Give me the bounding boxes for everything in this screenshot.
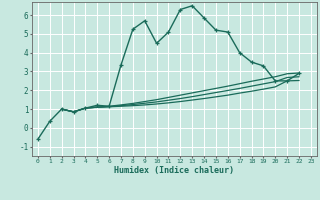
X-axis label: Humidex (Indice chaleur): Humidex (Indice chaleur) bbox=[115, 166, 234, 175]
